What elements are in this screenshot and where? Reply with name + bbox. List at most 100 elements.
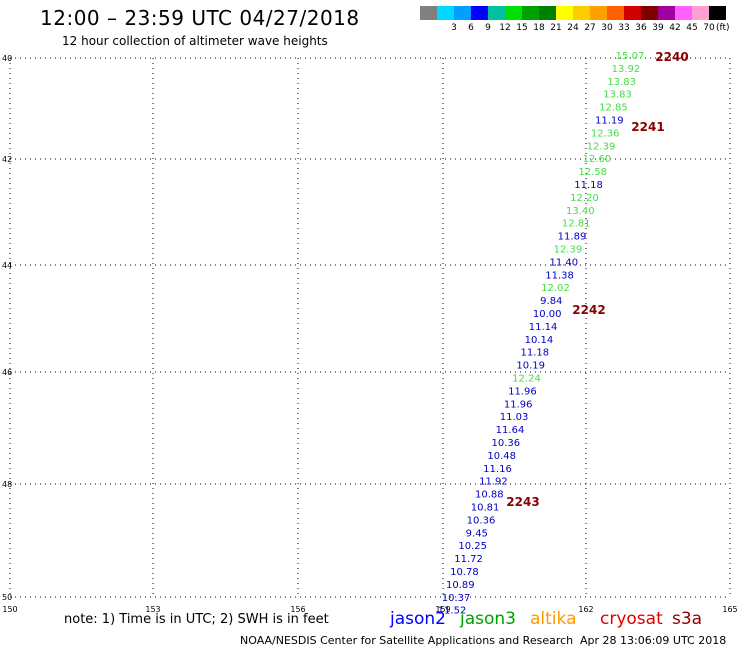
time-label: 2240	[655, 50, 688, 64]
time-label: 2243	[506, 495, 539, 509]
scale-swatch	[539, 6, 556, 20]
scale-swatch	[522, 6, 539, 20]
swh-value: 12.85	[599, 103, 628, 114]
lon-label: 150	[2, 605, 17, 614]
swh-value: 11.40	[549, 257, 578, 268]
scale-swatch	[420, 6, 437, 20]
swh-value: 11.18	[520, 348, 549, 359]
time-label: 2242	[572, 303, 605, 317]
swh-value: 13.83	[603, 90, 632, 101]
swh-value: 11.64	[496, 425, 525, 436]
swh-value: 15.07	[616, 51, 645, 62]
lat-label: 50	[2, 593, 12, 602]
timestamp: Apr 28 13:06:09 UTC 2018	[580, 634, 727, 647]
swh-value: 11.18	[574, 180, 603, 191]
scale-label: 24	[567, 23, 579, 33]
scale-label: 30	[601, 23, 613, 33]
scale-label: 42	[669, 23, 681, 33]
swh-value: 10.48	[487, 451, 516, 462]
lat-label: 48	[2, 480, 12, 489]
scale-swatch	[437, 6, 454, 20]
swh-value: 10.25	[458, 541, 487, 552]
swh-value: 11.72	[454, 554, 483, 565]
scale-label: 45	[686, 23, 698, 33]
scale-swatch	[556, 6, 573, 20]
scale-swatch	[454, 6, 471, 20]
swh-value: 12.58	[578, 167, 607, 178]
graticule	[9, 57, 731, 598]
scale-swatch	[590, 6, 607, 20]
legend-jason2: jason2	[390, 609, 446, 629]
legend-jason3: jason3	[460, 609, 516, 629]
swh-value: 11.14	[529, 322, 558, 333]
time-label: 2241	[631, 120, 664, 134]
swh-value: 12.24	[512, 374, 541, 385]
scale-swatch	[641, 6, 658, 20]
lon-label: 162	[578, 605, 593, 614]
swh-value: 10.36	[491, 438, 520, 449]
swh-value: 11.52	[438, 606, 467, 617]
swh-value: 11.38	[545, 270, 574, 281]
scale-label: 6	[468, 23, 474, 33]
swh-value: 11.16	[483, 464, 512, 475]
swh-value: 13.40	[566, 206, 595, 217]
scale-swatch	[709, 6, 726, 20]
scale-label: 3	[451, 23, 457, 33]
swh-value: 12.36	[591, 128, 620, 139]
scale-label: 27	[584, 23, 596, 33]
swh-value: 9.45	[466, 528, 488, 539]
lat-label: 44	[2, 261, 12, 270]
swh-value: 10.14	[525, 335, 554, 346]
swh-value: 12.20	[570, 193, 599, 204]
swh-value: 12.60	[583, 154, 612, 165]
lat-label: 40	[2, 54, 12, 63]
page-title: 12:00 – 23:59 UTC 04/27/2018	[40, 6, 360, 30]
lon-label: 159	[435, 605, 450, 614]
lon-label: 165	[722, 605, 737, 614]
swh-value: 10.78	[450, 567, 479, 578]
legend-cryosat: cryosat	[600, 609, 663, 629]
credit-line: NOAA/NESDIS Center for Satellite Applica…	[240, 634, 574, 647]
swh-value: 13.83	[607, 77, 636, 88]
lon-label: 156	[290, 605, 305, 614]
swh-value: 12.39	[554, 245, 583, 256]
scale-label: 70	[703, 23, 715, 33]
scale-swatch	[692, 6, 709, 20]
scale-swatch	[573, 6, 590, 20]
swh-value: 12.81	[562, 219, 591, 230]
scale-label: 15	[516, 23, 528, 33]
swh-value: 10.89	[446, 580, 475, 591]
scale-label: 36	[635, 23, 647, 33]
scale-swatch	[624, 6, 641, 20]
swh-value: 12.39	[587, 141, 616, 152]
swh-value: 10.19	[516, 361, 545, 372]
lat-label: 42	[2, 155, 12, 164]
swh-value: 10.36	[467, 515, 496, 526]
axis-labels: 40 42 44 46 48 50 150 153 156 159 162 165	[2, 54, 738, 614]
scale-swatch	[607, 6, 624, 20]
swh-value: 11.19	[595, 116, 624, 127]
swh-value: 13.92	[612, 64, 641, 75]
scale-swatch	[505, 6, 522, 20]
swh-value: 9.84	[540, 296, 562, 307]
lon-label: 153	[145, 605, 160, 614]
scale-unit: (ft)	[716, 23, 730, 33]
note-text: note: 1) Time is in UTC; 2) SWH is in fe…	[64, 612, 329, 627]
scale-label: 9	[485, 23, 491, 33]
scale-label: 39	[652, 23, 664, 33]
scale-label: 33	[618, 23, 630, 33]
page-subtitle: 12 hour collection of altimeter wave hei…	[62, 34, 328, 48]
scale-swatch	[471, 6, 488, 20]
scale-label: 12	[499, 23, 511, 33]
scale-swatch	[675, 6, 692, 20]
swh-value: 11.96	[504, 399, 533, 410]
scale-swatch	[658, 6, 675, 20]
swh-value: 10.00	[533, 309, 562, 320]
swh-value: 11.03	[500, 412, 529, 423]
swh-value: 10.37	[442, 593, 471, 604]
swh-value: 10.88	[475, 490, 504, 501]
legend-s3a: s3a	[672, 609, 703, 629]
swh-value: 10.81	[471, 503, 500, 514]
